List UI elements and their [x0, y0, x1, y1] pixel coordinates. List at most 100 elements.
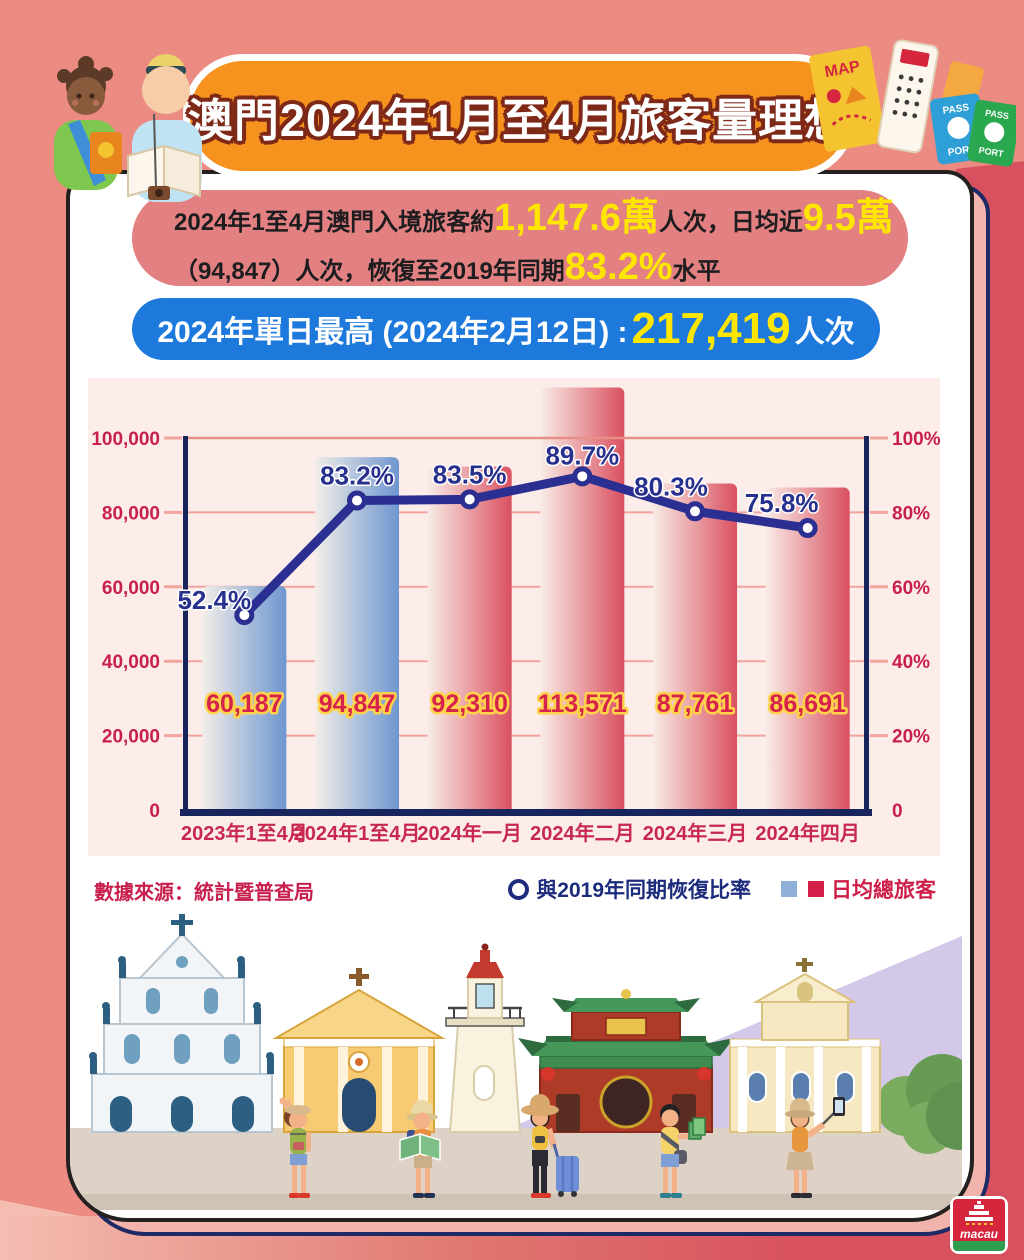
- ruins-facade-icon: [965, 1201, 993, 1225]
- logo-green-stripe: [953, 1241, 1005, 1251]
- right-axis-tick-label: 60%: [892, 578, 930, 599]
- ruins-of-st-pauls-illustration: [89, 914, 274, 1133]
- chart-panel: 100,000 80,000 60,000 40,000 20,000 0 100% 80% 6…: [88, 378, 941, 856]
- right-axis-tick-label: 20%: [892, 727, 930, 748]
- summary-line-1: 2024年1至4月澳門入境旅客約1,147.6萬人次，日均近9.5萬: [174, 196, 908, 245]
- recovery-percent-label: 89.7%: [545, 440, 619, 470]
- green-passport-icon: PASS PORT: [967, 99, 1016, 167]
- tourist-map-man: [399, 1100, 441, 1198]
- recovery-percent-label: 80.3%: [634, 471, 708, 501]
- tourist-waving-girl: [279, 1097, 311, 1198]
- left-axis-tick-label: 0: [149, 801, 160, 822]
- child-tourist-illustration: [54, 56, 122, 190]
- bar-value-label: 113,571: [538, 690, 627, 718]
- guia-lighthouse-illustration: [445, 943, 525, 1133]
- recovery-percent-label: 75.8%: [745, 488, 819, 518]
- tourist-sunhat-woman: [521, 1094, 579, 1198]
- header-banner: 澳門2024年1月至4月旅客量理想: [183, 54, 855, 178]
- red-bar-swatch-icon: [808, 881, 824, 897]
- visitors-chart: 100,000 80,000 60,000 40,000 20,000 0 100% 80% 6…: [91, 387, 941, 845]
- bar-value-label: 60,187: [206, 690, 282, 718]
- walkway: [70, 1194, 962, 1210]
- main-card: 2024年1至4月澳門入境旅客約1,147.6萬人次，日均近9.5萬 （94,8…: [66, 170, 974, 1222]
- bar-value-label: 86,691: [769, 690, 846, 718]
- tourists-illustration: [54, 54, 202, 202]
- summary-text: 水平: [672, 258, 721, 285]
- legend-line-item: 與2019年同期恢復比率: [508, 874, 751, 904]
- left-axis-tick-label: 100,000: [91, 429, 160, 450]
- x-axis-baseline: [180, 809, 872, 816]
- record-unit: 人次: [794, 316, 855, 349]
- record-value: 217,419: [631, 304, 791, 353]
- bar-value-label: 94,847: [319, 690, 395, 718]
- svg-text:PASS: PASS: [942, 102, 970, 117]
- left-axis-tick-label: 80,000: [102, 503, 160, 524]
- x-axis-category-label: 2024年二月: [530, 821, 635, 845]
- left-axis: [183, 436, 188, 816]
- right-axis-tick-label: 0: [892, 801, 903, 822]
- right-axis-tick-label: 40%: [892, 652, 930, 673]
- bar-2024年1至4月: [315, 457, 399, 811]
- x-axis-category-label: 2023年1至4月: [181, 821, 308, 845]
- x-axis-category-label: 2024年一月: [417, 821, 521, 845]
- blue-bar-swatch-icon: [781, 881, 797, 897]
- x-axis-category-label: 2024年四月: [755, 821, 860, 845]
- macau-scene-illustration: [70, 914, 962, 1210]
- summary-text: （94,847）人次，恢復至2019年同期: [174, 258, 565, 285]
- bar-value-label: 92,310: [431, 690, 507, 718]
- bar-2023年1至4月: [202, 586, 287, 811]
- travel-items-illustration: MAP PASS PORT PASS: [809, 39, 1016, 167]
- svg-text:PORT: PORT: [978, 145, 1005, 159]
- data-source-label: 數據來源：統計暨普查局: [94, 882, 314, 904]
- logo-wordmark: macau: [959, 1227, 999, 1241]
- summary-line-2: （94,847）人次，恢復至2019年同期83.2%水平: [174, 245, 908, 294]
- bar-2024年三月: [653, 483, 737, 811]
- left-axis-tick-label: 60,000: [102, 578, 160, 599]
- chart-legend: 與2019年同期恢復比率 日均總旅客: [508, 874, 936, 904]
- ticket-strip-icon: [877, 39, 939, 154]
- recovery-line: [239, 471, 813, 620]
- logo-red-panel: macau: [953, 1199, 1005, 1241]
- right-axis: [864, 436, 869, 816]
- single-day-record-banner: 2024年單日最高 (2024年2月12日) : 217,419 人次: [132, 298, 880, 360]
- line-point-marker: [685, 501, 705, 522]
- legend-line-label: 與2019年同期恢復比率: [536, 879, 751, 902]
- recovery-percent-label: 83.2%: [320, 460, 394, 490]
- right-axis-tick-label: 80%: [892, 503, 930, 524]
- bar-2024年四月: [765, 487, 850, 811]
- map-booklet-icon: MAP: [809, 45, 886, 152]
- suitcase: [552, 1143, 579, 1197]
- svg-text:MAP: MAP: [823, 58, 861, 81]
- recovery-percent-label: 52.4%: [177, 585, 251, 615]
- line-point-marker: [572, 466, 593, 487]
- tourist-selfie-woman: [785, 1097, 845, 1198]
- line-point-marker: [347, 490, 367, 511]
- daily-average-value: 9.5萬: [802, 197, 894, 239]
- summary-text: 人次，日均近: [658, 209, 803, 236]
- bar-2024年一月: [427, 466, 512, 811]
- line-marker-icon: [508, 878, 530, 900]
- x-axis-category-label: 2024年1至4月: [294, 821, 421, 845]
- legend-bar-item: 日均總旅客: [781, 874, 936, 904]
- yellow-church-illustration: [272, 968, 446, 1133]
- bars-group: [202, 387, 850, 811]
- tourist-money-man: [660, 1104, 706, 1198]
- summary-stat-box: 2024年1至4月澳門入境旅客約1,147.6萬人次，日均近9.5萬 （94,8…: [132, 190, 908, 288]
- left-axis-tick-label: 20,000: [102, 727, 160, 748]
- right-axis-tick-label: 100%: [892, 429, 940, 450]
- svg-text:PASS: PASS: [984, 108, 1009, 122]
- left-axis-tick-label: 40,000: [102, 652, 160, 673]
- summary-text: 2024年1至4月澳門入境旅客約: [174, 209, 495, 236]
- recovery-rate-value: 83.2%: [564, 246, 673, 288]
- x-axis-category-label: 2024年三月: [643, 821, 748, 845]
- bar-2024年二月: [540, 387, 625, 811]
- line-point-marker: [459, 489, 480, 510]
- page-title: 澳門2024年1月至4月旅客量理想: [187, 94, 851, 146]
- line-point-marker: [234, 605, 255, 626]
- total-visitors-value: 1,147.6萬: [494, 197, 659, 239]
- st-dominics-church-illustration: [729, 958, 881, 1133]
- macau-tourism-logo: macau: [950, 1196, 1008, 1254]
- ama-temple-illustration: [518, 989, 734, 1133]
- map-reading-tourist-illustration: [127, 54, 202, 202]
